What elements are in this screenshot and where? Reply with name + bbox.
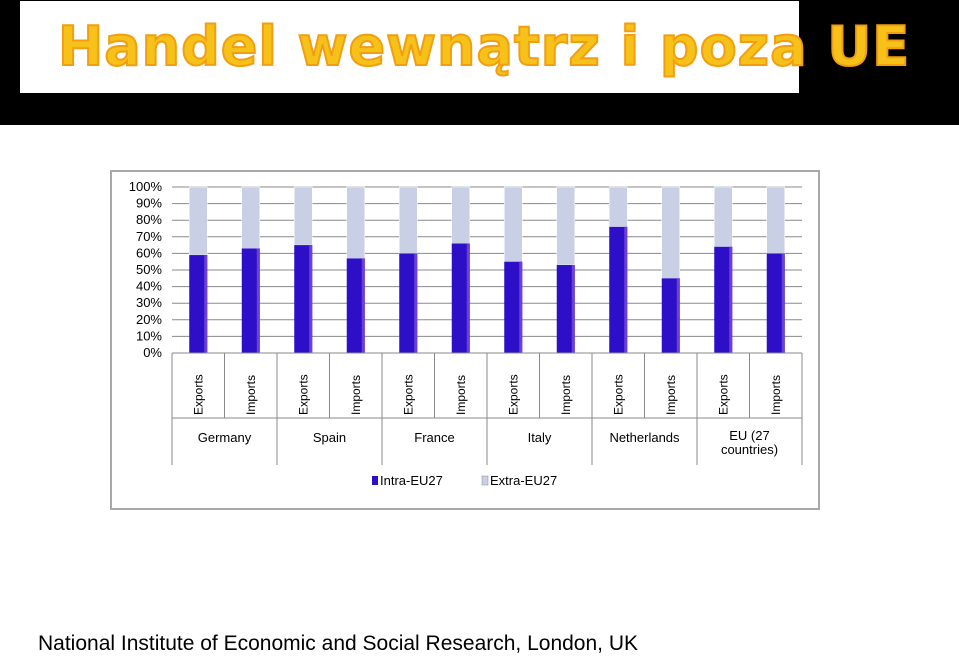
y-tick-label: 10% [136, 328, 162, 343]
y-tick-label: 40% [136, 279, 162, 294]
group-label: Spain [313, 430, 346, 445]
legend-label: Intra-EU27 [380, 473, 443, 488]
bar-intra-eu27 [714, 246, 733, 353]
bar-intra-eu27 [556, 265, 575, 353]
bar-intra-eu27 [661, 278, 680, 353]
title-bar: Handel wewnątrz i poza UE [0, 0, 959, 125]
bar-intra-eu27 [766, 253, 785, 353]
bar-intra-eu27 [294, 245, 313, 353]
x-category-label: Imports [349, 375, 363, 415]
y-tick-label: 0% [143, 345, 162, 360]
bar-intra-shade [781, 253, 785, 353]
x-category-label: Exports [296, 374, 310, 415]
bar-extra-eu27 [241, 186, 260, 249]
bar-extra-eu27 [399, 186, 418, 254]
bar-intra-shade [624, 226, 628, 353]
x-category-label: Exports [401, 374, 415, 415]
bar-intra-shade [676, 278, 680, 353]
bar-extra-eu27 [609, 186, 628, 228]
bar-intra-shade [414, 253, 418, 353]
bar-intra-eu27 [504, 261, 523, 353]
slide-title: Handel wewnątrz i poza UE [57, 14, 911, 79]
bar-intra-shade [466, 243, 470, 353]
x-category-label: Exports [716, 374, 730, 415]
group-label: France [414, 430, 454, 445]
bar-intra-shade [309, 245, 313, 353]
bar-extra-eu27 [766, 186, 785, 254]
bar-intra-eu27 [451, 243, 470, 353]
x-category-label: Imports [664, 375, 678, 415]
x-category-label: Imports [244, 375, 258, 415]
bar-intra-shade [519, 261, 523, 353]
legend-label: Extra-EU27 [490, 473, 557, 488]
y-tick-label: 90% [136, 196, 162, 211]
group-label-line2: countries) [721, 442, 778, 457]
source-caption: National Institute of Economic and Socia… [38, 632, 639, 655]
y-tick-label: 60% [136, 245, 162, 260]
bar-chart: 0% 10%20% 30%40% 50% 60%70% 80%90% 100% Exports… [129, 179, 803, 488]
x-category-label: Exports [611, 374, 625, 415]
y-tick-label: 80% [136, 212, 162, 227]
title-box: Handel wewnątrz i poza UE [20, 1, 910, 93]
legend-swatch [372, 476, 378, 485]
group-label: Germany [198, 430, 252, 445]
bar-intra-shade [729, 246, 733, 353]
bar-intra-shade [571, 265, 575, 353]
bar-extra-eu27 [556, 186, 575, 266]
bar-intra-shade [256, 248, 260, 353]
group-label: Italy [528, 430, 552, 445]
bar-extra-eu27 [714, 186, 733, 248]
chart-frame: 0% 10% 20% 30% 40% 50% 60% 70% 80% 90% 100% Exports… [110, 170, 820, 510]
x-category-label: Exports [191, 374, 205, 415]
bar-intra-shade [361, 258, 365, 353]
bar-intra-eu27 [346, 258, 365, 353]
x-category-label: Imports [769, 375, 783, 415]
bar-extra-eu27 [294, 186, 313, 246]
bar-intra-eu27 [399, 253, 418, 353]
y-tick-label: 30% [136, 295, 162, 310]
y-tick-label: 70% [136, 229, 162, 244]
x-category-label: Imports [454, 375, 468, 415]
y-tick-label: 50% [136, 262, 162, 277]
bar-intra-eu27 [609, 226, 628, 353]
bar-intra-shade [204, 255, 208, 353]
bar-extra-eu27 [346, 186, 365, 259]
group-label: Netherlands [609, 430, 680, 445]
y-tick-label: 20% [136, 312, 162, 327]
y-tick-label: 100% [129, 179, 163, 194]
legend-swatch [481, 475, 489, 486]
bar-extra-eu27 [661, 186, 680, 279]
bar-extra-eu27 [504, 186, 523, 262]
bar-extra-eu27 [451, 186, 470, 244]
group-label: EU (27 [729, 428, 769, 443]
x-category-label: Imports [559, 375, 573, 415]
bar-extra-eu27 [189, 186, 208, 256]
bar-intra-eu27 [241, 248, 260, 353]
x-category-label: Exports [506, 374, 520, 415]
bar-intra-eu27 [189, 255, 208, 353]
